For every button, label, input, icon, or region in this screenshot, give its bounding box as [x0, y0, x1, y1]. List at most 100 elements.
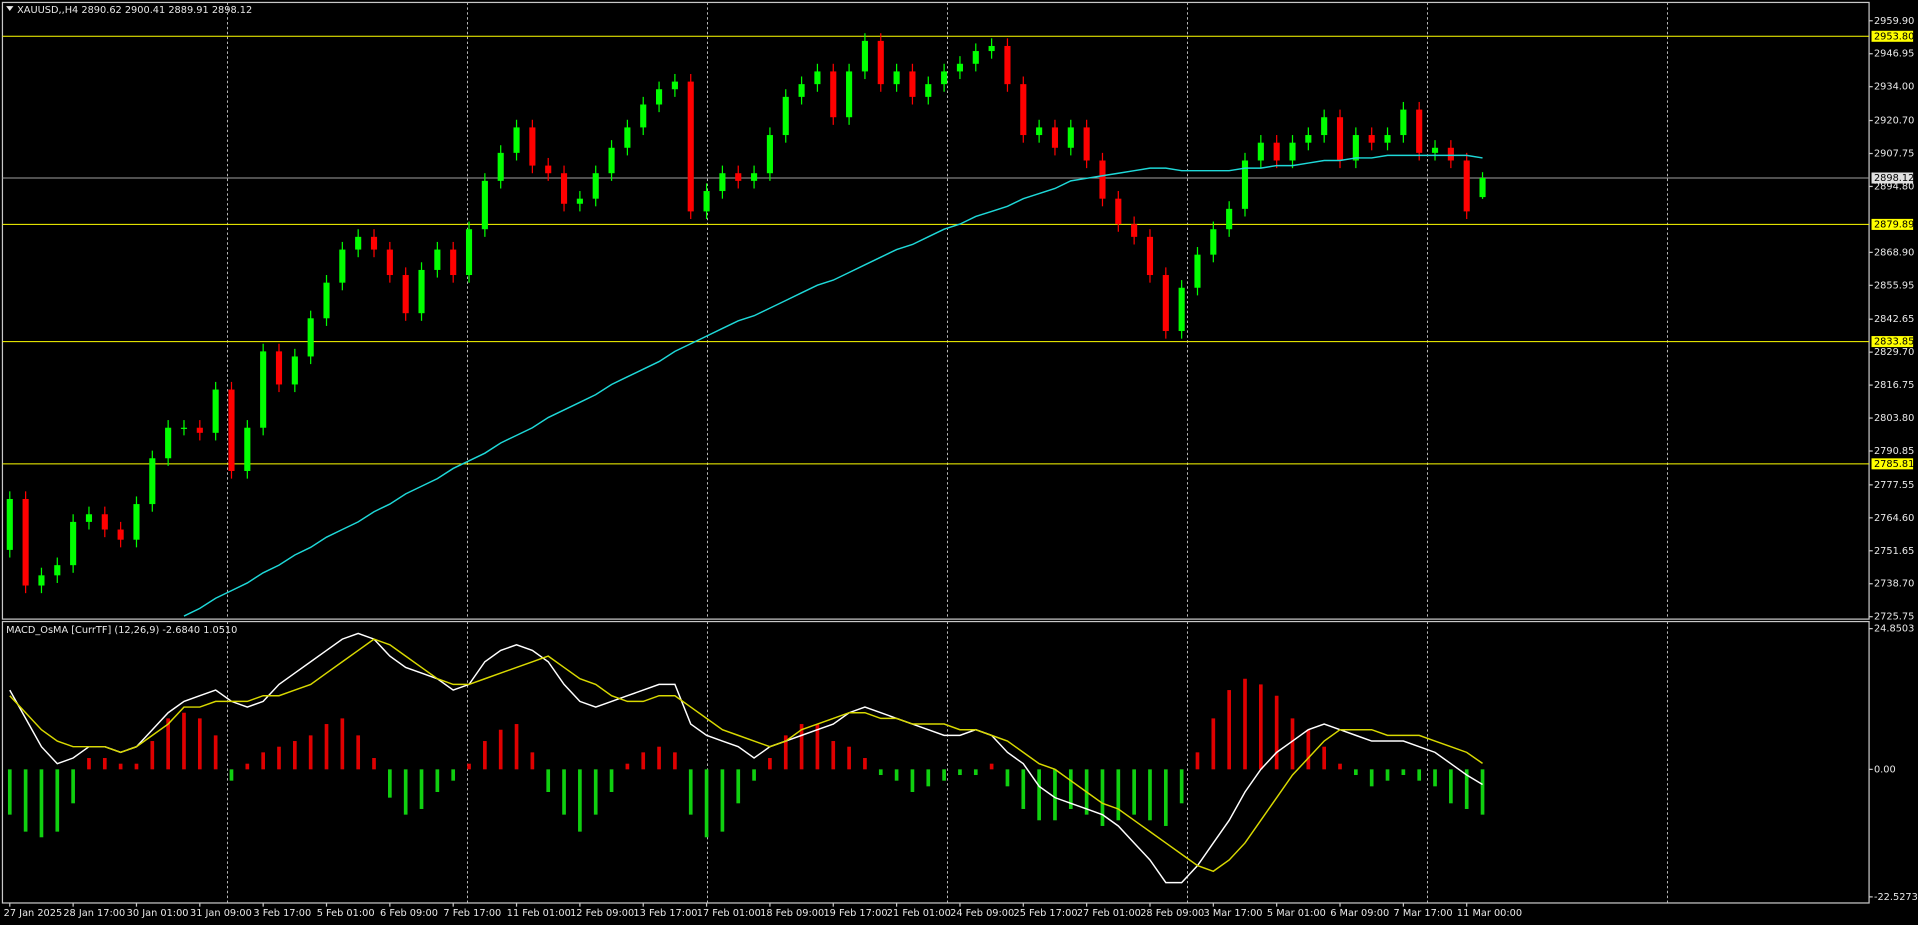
- histogram-bar: [197, 718, 202, 770]
- indicator-title: MACD_OsMA [CurrTF] (12,26,9) -2.6840 1.0…: [6, 625, 237, 636]
- x-tick-label: 13 Feb 17:00: [633, 908, 697, 919]
- histogram-bar: [973, 769, 978, 776]
- histogram-bar: [435, 769, 440, 792]
- candle-body: [228, 389, 235, 471]
- x-tick-label: 19 Feb 17:00: [823, 908, 887, 919]
- menu-arrow[interactable]: [6, 6, 14, 12]
- x-tick-label: 5 Feb 01:00: [317, 908, 375, 919]
- candle-body: [1336, 117, 1344, 161]
- histogram-bar: [1163, 769, 1168, 826]
- histogram-bar: [55, 769, 60, 832]
- y-tick-label: 2868.90: [1874, 247, 1914, 258]
- level-label-bg: [1871, 458, 1914, 470]
- candle-body: [735, 173, 742, 181]
- x-tick-label: 28 Jan 17:00: [63, 908, 125, 919]
- candle-body: [1146, 236, 1154, 276]
- histogram-bar: [261, 752, 265, 770]
- histogram-bar: [245, 763, 250, 770]
- candle-body: [830, 71, 837, 118]
- indicator-line: [9, 632, 1483, 884]
- candle-body: [640, 104, 647, 128]
- candle-body: [608, 147, 615, 174]
- candle-body: [465, 229, 473, 276]
- macd-panel: [1, 620, 1870, 904]
- histogram-bar: [1338, 763, 1342, 770]
- candle-body: [1241, 160, 1249, 209]
- histogram-bar: [1417, 769, 1422, 781]
- y-tick-label: 24.8503: [1874, 624, 1914, 635]
- histogram-bar: [926, 769, 931, 787]
- candle-body: [54, 565, 61, 576]
- candle-body: [576, 198, 583, 204]
- histogram-bar: [102, 758, 107, 770]
- candle-body: [1004, 45, 1011, 85]
- candle-body: [766, 135, 773, 174]
- x-tick-label: 3 Mar 17:00: [1204, 908, 1263, 919]
- candle-body: [291, 356, 298, 385]
- histogram-bar: [1401, 769, 1406, 776]
- indicator-line: [9, 638, 1483, 873]
- x-tick-label: 11 Feb 01:00: [507, 908, 571, 919]
- histogram-bar: [736, 769, 741, 804]
- candle-body: [370, 236, 378, 250]
- histogram-bar: [863, 758, 867, 770]
- candle-body: [782, 96, 789, 136]
- y-tick-label: 2738.70: [1874, 579, 1914, 590]
- candle-body: [165, 427, 172, 459]
- candle-body: [1020, 84, 1027, 136]
- candle-body: [909, 71, 916, 97]
- histogram-bar: [878, 769, 883, 776]
- histogram-bar: [166, 718, 170, 770]
- histogram-bar: [942, 769, 946, 781]
- candle-body: [1384, 135, 1391, 143]
- price-panel: [1, 1, 1870, 620]
- candle-body: [1226, 208, 1233, 230]
- x-tick-label: 7 Feb 17:00: [443, 908, 501, 919]
- candle-body: [70, 521, 77, 566]
- histogram-bar: [1211, 718, 1216, 770]
- candle-body: [323, 282, 330, 319]
- histogram-bar: [704, 769, 709, 838]
- candle-body: [1479, 178, 1486, 198]
- histogram-bar: [578, 769, 582, 832]
- x-tick-label: 30 Jan 01:00: [127, 908, 189, 919]
- candle-body: [434, 249, 441, 270]
- candle-body: [592, 173, 599, 199]
- histogram-bar: [910, 769, 915, 792]
- histogram-bar: [1100, 769, 1105, 826]
- level-label-bg: [1871, 336, 1914, 348]
- candle-body: [1447, 147, 1454, 161]
- histogram-bar: [1464, 769, 1469, 809]
- candle-body: [861, 40, 868, 72]
- candle-body: [877, 40, 884, 85]
- histogram-bar: [292, 741, 297, 770]
- y-tick-label: 2751.65: [1874, 546, 1914, 557]
- histogram-bar: [847, 746, 851, 770]
- histogram-bar: [403, 769, 408, 815]
- candle-body: [1115, 198, 1122, 225]
- candle-body: [1305, 135, 1312, 143]
- candle-body: [687, 81, 694, 212]
- histogram-bar: [1290, 718, 1295, 770]
- histogram-bar: [308, 735, 313, 770]
- histogram-bar: [1243, 678, 1247, 770]
- candle-body: [386, 249, 393, 276]
- histogram-bar: [1258, 684, 1263, 770]
- histogram-bar: [894, 769, 899, 781]
- x-tick-label: 5 Mar 01:00: [1267, 908, 1326, 919]
- candle-body: [1416, 109, 1423, 153]
- histogram-bar: [831, 741, 836, 770]
- candle-body: [988, 45, 995, 52]
- x-tick-label: 28 Feb 09:00: [1140, 908, 1204, 919]
- last-price-label: 2898.12: [1874, 173, 1914, 184]
- histogram-bar: [1068, 769, 1073, 809]
- histogram-bar: [1274, 695, 1279, 770]
- histogram-bar: [1021, 769, 1026, 809]
- candle-body: [893, 71, 900, 85]
- x-tick-label: 6 Feb 09:00: [380, 908, 438, 919]
- x-tick-label: 7 Mar 17:00: [1394, 908, 1453, 919]
- histogram-bar: [213, 735, 218, 770]
- level-label: 2953.80: [1874, 31, 1914, 42]
